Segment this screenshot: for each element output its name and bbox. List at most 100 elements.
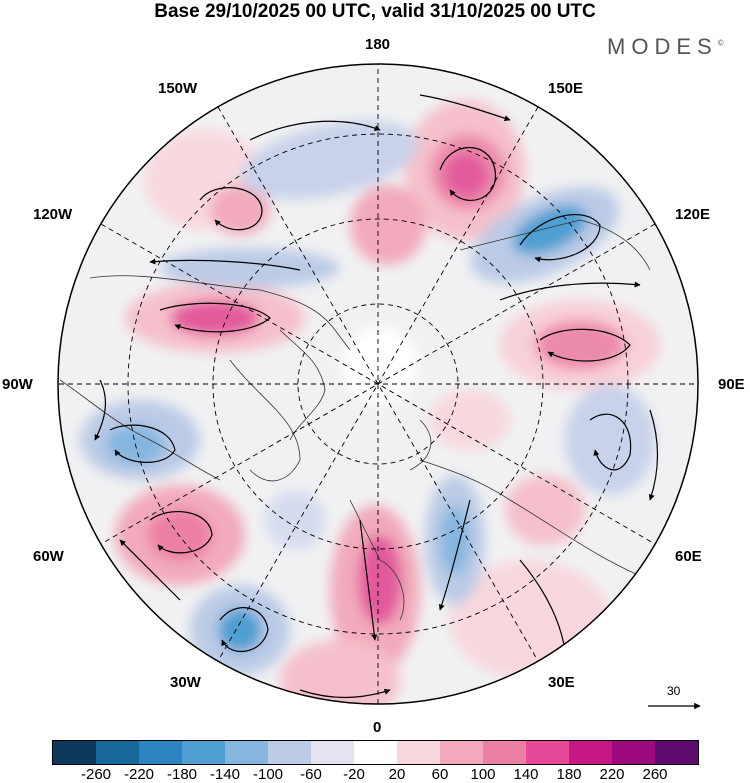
streamline [439, 147, 496, 201]
lon-label-60w: 60W [33, 548, 64, 565]
positive-anomaly [430, 390, 510, 450]
colorbar-segment [397, 741, 440, 764]
colorbar-segment [354, 741, 397, 764]
lon-label-90w: 90W [2, 376, 33, 393]
streamline [159, 302, 271, 333]
colorbar [52, 740, 699, 765]
lon-label-150e: 150E [548, 80, 584, 97]
streamline [519, 214, 601, 263]
copyright-mark: © [717, 38, 724, 48]
colorbar-tick-label: -20 [343, 766, 365, 783]
lon-label-120w: 120W [33, 206, 73, 223]
positive-anomaly [148, 509, 212, 561]
wind-streamlines [94, 94, 659, 699]
modes-logo-text: MODES [607, 34, 718, 59]
streamline [419, 94, 511, 122]
streamline [219, 607, 269, 653]
colorbar-segment [53, 741, 96, 764]
colorbar-tick-label: -140 [209, 766, 241, 783]
latitude-circle [212, 218, 544, 550]
colorbar-tick-label: 60 [431, 766, 449, 783]
coastlines [59, 219, 651, 621]
streamline [539, 328, 631, 362]
colorbar-tick-label: 180 [556, 766, 582, 783]
streamline [109, 424, 176, 463]
colorbar-tick-label: -180 [166, 766, 198, 783]
negative-anomaly [218, 608, 262, 652]
colorbar-tick-label: -220 [123, 766, 155, 783]
streamline [589, 413, 632, 471]
colorbar-tick-label: -100 [252, 766, 284, 783]
streamline [149, 258, 301, 271]
reference-vector-value: 30 [667, 684, 681, 698]
modes-logo: MODES© [607, 34, 724, 60]
lon-label-30w: 30W [170, 674, 201, 691]
colorbar-segment [483, 741, 526, 764]
streamline [94, 379, 106, 441]
negative-anomaly [440, 505, 470, 575]
lon-label-90e: 90E [718, 376, 745, 393]
negative-anomaly [265, 490, 325, 550]
positive-anomaly [505, 475, 585, 545]
positive-anomaly [444, 153, 488, 197]
map-field [58, 64, 698, 704]
colorbar-tick-label: -60 [300, 766, 322, 783]
streamline [499, 281, 641, 301]
greenland-coast [229, 359, 301, 482]
positive-anomaly [350, 185, 426, 265]
lon-label-0: 0 [373, 719, 382, 736]
anomaly-shading [80, 100, 660, 704]
streamline [249, 120, 381, 141]
meridian [100, 223, 656, 545]
map-title: Base 29/10/2025 00 UTC, valid 31/10/2025… [154, 1, 596, 22]
colorbar-segment [655, 741, 698, 764]
colorbar-tick-label: -260 [80, 766, 112, 783]
siberia-coast [419, 459, 651, 581]
north-america-coast [89, 275, 351, 351]
map-boundary [57, 63, 699, 705]
svalbard-coast [409, 419, 432, 471]
lon-label-120e: 120E [675, 206, 711, 223]
europe-coast [349, 499, 405, 621]
colorbar-segment [225, 741, 268, 764]
positive-anomaly [280, 640, 400, 704]
positive-anomaly [170, 300, 260, 336]
streamline [519, 559, 568, 651]
colorbar-tick-label: 140 [513, 766, 539, 783]
lon-label-150w: 150W [158, 80, 198, 97]
colorbar-segment [268, 741, 311, 764]
colorbar-segment [612, 741, 655, 764]
pole-region [342, 327, 418, 403]
lon-label-180: 180 [365, 36, 391, 53]
colorbar-segment [182, 741, 225, 764]
streamline [359, 519, 378, 641]
colorbar-segment [526, 741, 569, 764]
canadian-archipelago-coast [279, 329, 326, 441]
lon-label-60e: 60E [675, 548, 702, 565]
negative-anomaly [565, 385, 655, 495]
graticule [58, 64, 698, 704]
colorbar-tick-label: 100 [470, 766, 496, 783]
colorbar-segment [569, 741, 612, 764]
positive-anomaly [535, 320, 625, 370]
negative-anomaly [105, 425, 165, 465]
colorbar-tick-label: 260 [642, 766, 668, 783]
lon-label-30e: 30E [548, 674, 575, 691]
positive-anomaly [358, 535, 402, 625]
streamline [299, 688, 391, 699]
negative-anomaly [512, 205, 588, 255]
streamline [149, 511, 213, 554]
colorbar-segment [440, 741, 483, 764]
positive-anomaly [210, 185, 270, 235]
colorbar-segment [96, 741, 139, 764]
streamline [438, 499, 471, 611]
negative-anomaly [160, 248, 340, 288]
streamline [648, 409, 659, 501]
colorbar-segment [139, 741, 182, 764]
colorbar-tick-label: 220 [599, 766, 625, 783]
colorbar-segment [311, 741, 354, 764]
east-siberia-coast [459, 219, 651, 271]
streamline [119, 539, 181, 601]
hudson-bay-coast [59, 379, 221, 481]
